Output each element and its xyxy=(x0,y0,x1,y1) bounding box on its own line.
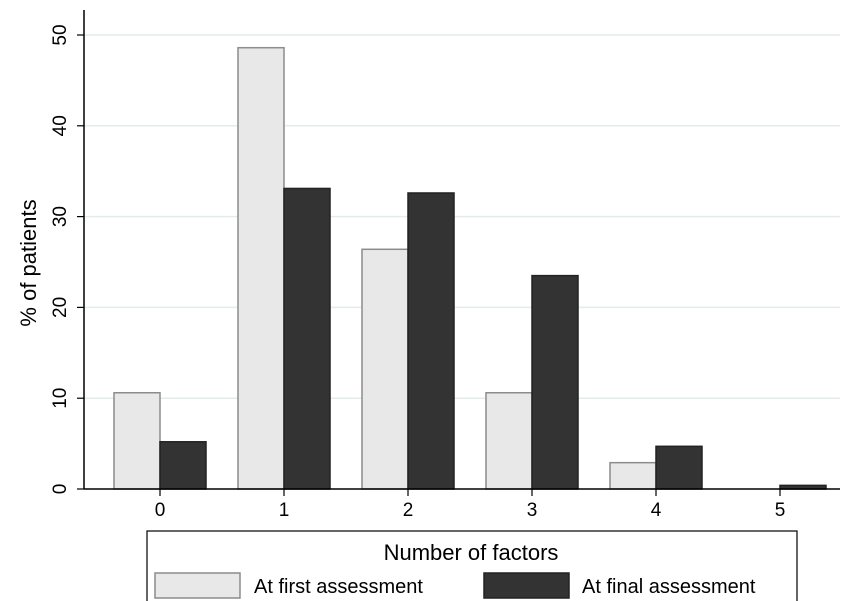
bar-first-assessment xyxy=(237,46,285,490)
x-tick-label: 4 xyxy=(651,500,662,521)
y-tick-label: 50 xyxy=(50,24,71,45)
x-tick-label: 1 xyxy=(279,500,290,521)
bar-final-assessment xyxy=(407,192,455,490)
y-axis-title: % of patients xyxy=(16,199,41,326)
bar-final-assessment xyxy=(283,187,331,490)
gridlines xyxy=(84,34,840,399)
bar-first-assessment xyxy=(609,461,657,490)
legend: Number of factors At first assessment At… xyxy=(146,530,798,601)
x-ticks: 0 1 2 3 4 5 xyxy=(155,489,786,521)
y-tick-label: 20 xyxy=(50,297,71,318)
x-tick-label: 0 xyxy=(155,500,166,521)
x-tick-label: 5 xyxy=(775,500,786,521)
x-tick-label: 3 xyxy=(527,500,538,521)
legend-swatch-first xyxy=(154,572,241,599)
bar-first-assessment xyxy=(485,392,533,490)
bar-final-assessment xyxy=(655,445,703,490)
legend-box xyxy=(146,530,798,601)
legend-title: Number of factors xyxy=(384,540,559,565)
legend-label-first: At first assessment xyxy=(254,576,423,598)
y-tick-label: 40 xyxy=(50,115,71,136)
x-tick-label: 2 xyxy=(403,500,414,521)
bars xyxy=(113,46,827,490)
legend-swatch-final xyxy=(483,572,570,599)
bar-final-assessment xyxy=(159,441,207,490)
y-ticks: 0 10 20 30 40 50 xyxy=(50,24,84,494)
y-tick-label: 10 xyxy=(50,388,71,409)
y-tick-label: 30 xyxy=(50,206,71,227)
bar-final-assessment xyxy=(531,274,579,490)
bar-first-assessment xyxy=(361,248,409,490)
legend-label-final: At final assessment xyxy=(582,576,756,598)
y-tick-label: 0 xyxy=(50,484,71,495)
bar-first-assessment xyxy=(113,392,161,490)
